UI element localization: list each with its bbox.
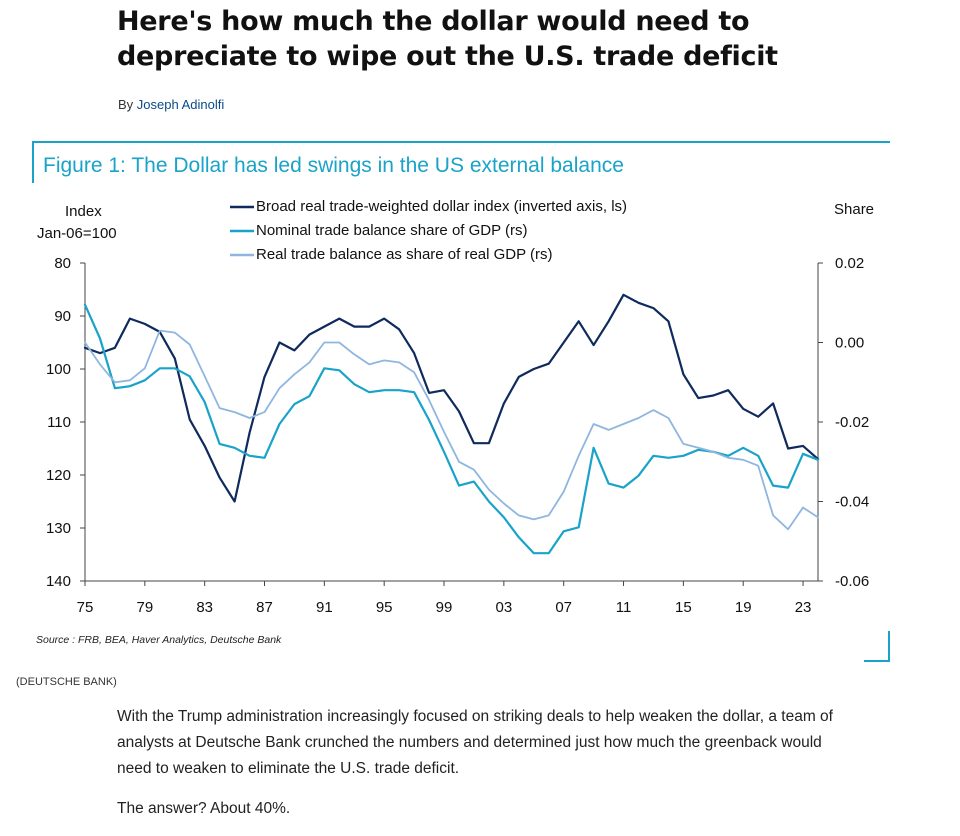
x-axis-tick-label: 23 [795,599,812,616]
left-axis-tick-label: 110 [47,414,71,431]
left-axis-tick-label: 100 [46,361,71,378]
chart-legend: Broad real trade-weighted dollar index (… [230,198,627,263]
right-axis-tick-label: 0.02 [835,255,864,272]
x-axis-tick-label: 83 [196,599,213,616]
article-body: With the Trump administration increasing… [117,704,837,836]
x-axis-tick-label: 19 [735,599,752,616]
source-note: Source : FRB, BEA, Haver Analytics, Deut… [36,634,282,646]
figure-top-rule [32,141,890,143]
x-axis-tick-label: 87 [256,599,273,616]
figure-title: Figure 1: The Dollar has led swings in t… [43,154,624,177]
right-axis-tick-label: -0.06 [835,573,869,590]
byline-prefix: By [118,97,134,112]
headline: Here's how much the dollar would need to… [117,6,778,72]
chart-lines [83,293,820,555]
article-paragraph: With the Trump administration increasing… [117,708,833,777]
right-axis-label: Share [834,201,875,218]
author-link[interactable]: Joseph Adinolfi [136,97,225,112]
figure-left-rule [32,141,34,183]
left-axis-tick-label: 130 [46,520,71,537]
left-axis-tick-label: 80 [54,255,71,272]
series-line-dollar [83,293,820,503]
left-axis-label-index: Index [65,203,102,220]
x-axis-tick-label: 95 [376,599,393,616]
legend-label-real: Real trade balance as share of real GDP … [256,246,553,263]
x-axis-tick-label: 91 [316,599,333,616]
article-paragraph: The answer? About 40%. [117,800,291,817]
figure-right-rule [888,631,890,662]
right-axis-tick-label: -0.02 [835,414,869,431]
series-line-real [84,329,819,531]
right-axis-tick-label: -0.04 [835,494,869,511]
byline: By Joseph Adinolfi [118,97,224,112]
legend-label-dollar: Broad real trade-weighted dollar index (… [256,198,627,215]
x-axis-tick-label: 11 [616,599,632,616]
x-axis-tick-label: 07 [555,599,572,616]
left-axis-tick-label: 140 [46,573,71,590]
left-axis-tick-label: 120 [46,467,71,484]
x-axis-tick-label: 03 [496,599,513,616]
x-axis-tick-label: 79 [136,599,153,616]
series-line-nominal [83,303,820,555]
left-axis-label-base: Jan-06=100 [37,225,117,242]
right-axis-tick-label: 0.00 [835,335,864,352]
x-axis-tick-label: 99 [436,599,453,616]
x-axis-tick-label: 75 [77,599,94,616]
chart-axes: 80 90 100 110 120 130 140 0.02 0.00 -0.02 -0.04 -0.… [46,255,869,616]
x-axis-tick-label: 15 [675,599,692,616]
figure-frame [32,141,890,662]
image-credit: (DEUTSCHE BANK) [16,676,117,688]
figure-bottom-rule [864,660,890,662]
legend-label-nominal: Nominal trade balance share of GDP (rs) [256,222,528,239]
left-axis-tick-label: 90 [54,308,71,325]
